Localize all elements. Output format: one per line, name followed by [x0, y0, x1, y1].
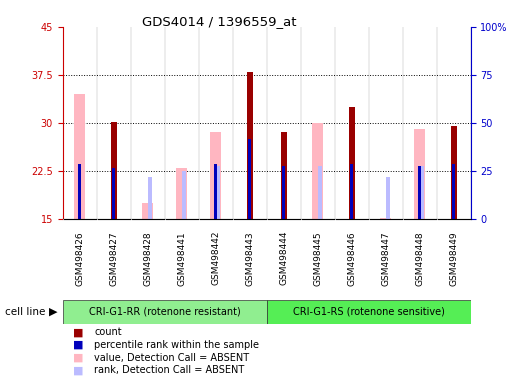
Text: rank, Detection Call = ABSENT: rank, Detection Call = ABSENT [94, 365, 244, 375]
Bar [282, 166, 285, 219]
Text: ■: ■ [73, 340, 84, 350]
Text: GSM498446: GSM498446 [347, 231, 356, 286]
Bar [318, 166, 322, 219]
Bar [420, 166, 424, 219]
Bar [350, 164, 353, 219]
Bar [142, 203, 153, 219]
Text: GSM498448: GSM498448 [415, 231, 424, 286]
Text: ■: ■ [73, 353, 84, 362]
Text: GSM498442: GSM498442 [211, 231, 220, 285]
Bar [418, 166, 421, 219]
Text: GSM498426: GSM498426 [75, 231, 84, 286]
Bar [248, 139, 251, 219]
Bar [182, 171, 186, 219]
Bar [112, 168, 115, 219]
Bar [349, 107, 355, 219]
Bar [281, 132, 287, 219]
Bar [216, 166, 220, 219]
Bar [386, 177, 390, 219]
Text: GSM498443: GSM498443 [245, 231, 254, 286]
Text: GSM498428: GSM498428 [143, 231, 152, 286]
Bar [247, 72, 253, 219]
Text: ▶: ▶ [49, 307, 58, 317]
Text: cell line: cell line [5, 307, 46, 317]
Text: ■: ■ [73, 327, 84, 337]
Text: GSM498449: GSM498449 [449, 231, 458, 286]
Text: GSM498447: GSM498447 [381, 231, 390, 286]
Text: GSM498427: GSM498427 [109, 231, 118, 286]
Text: GSM498445: GSM498445 [313, 231, 322, 286]
Bar [452, 164, 455, 219]
Text: ■: ■ [73, 365, 84, 375]
Bar [210, 132, 221, 219]
Bar [111, 122, 117, 219]
Text: CRI-G1-RS (rotenone sensitive): CRI-G1-RS (rotenone sensitive) [293, 307, 445, 317]
Text: count: count [94, 327, 122, 337]
Text: GSM498444: GSM498444 [279, 231, 288, 285]
Bar [176, 168, 187, 219]
Bar [78, 164, 81, 219]
Bar [214, 164, 217, 219]
Bar [267, 300, 471, 324]
Text: percentile rank within the sample: percentile rank within the sample [94, 340, 259, 350]
Bar [148, 177, 152, 219]
Text: GSM498441: GSM498441 [177, 231, 186, 286]
Text: CRI-G1-RR (rotenone resistant): CRI-G1-RR (rotenone resistant) [89, 307, 241, 317]
Text: value, Detection Call = ABSENT: value, Detection Call = ABSENT [94, 353, 249, 362]
Bar [63, 300, 267, 324]
Bar [451, 126, 457, 219]
Bar [312, 123, 323, 219]
Text: GDS4014 / 1396559_at: GDS4014 / 1396559_at [142, 15, 297, 28]
Bar [74, 94, 85, 219]
Bar [380, 218, 391, 219]
Bar [414, 129, 425, 219]
